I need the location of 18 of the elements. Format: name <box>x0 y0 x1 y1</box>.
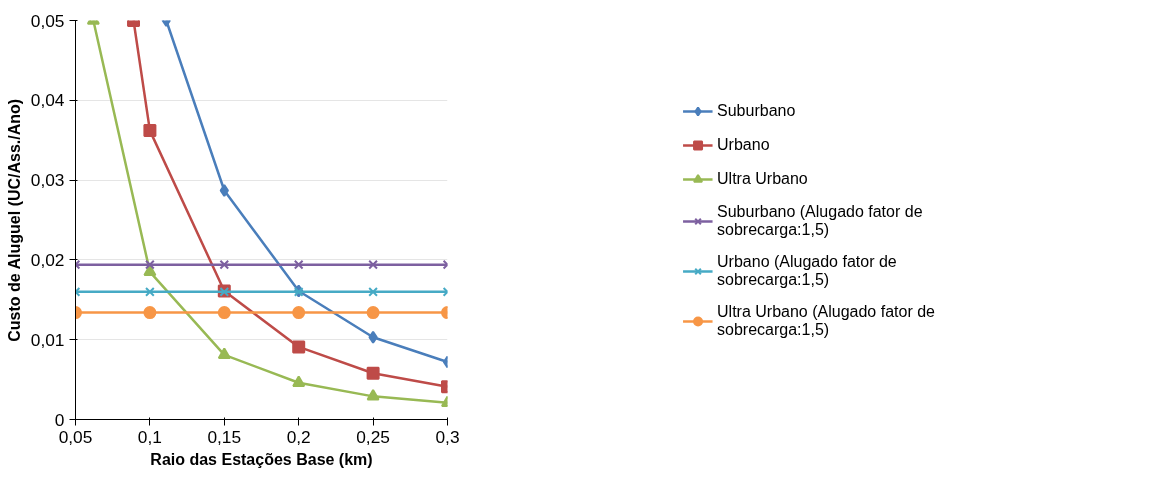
y-tick-label: 0,05 <box>30 10 65 31</box>
legend-label: Ultra Urbano <box>717 169 808 188</box>
y-tick-label: 0,01 <box>30 329 65 350</box>
legend-label: Urbano <box>717 135 770 154</box>
x-tick-label: 0,3 <box>435 426 460 447</box>
y-tick-label: 0,03 <box>30 170 65 191</box>
legend-label: Ultra Urbano (Alugado fator de sobrecarga:1,5) <box>717 302 935 339</box>
y-tick-label: 0,04 <box>30 90 65 111</box>
x-axis-title: Raio das Estações Base (km) <box>150 450 373 468</box>
y-axis-title: Custo de Aluguel (UC/Ass./Ano) <box>5 98 23 342</box>
y-tick-label: 0,02 <box>30 249 65 270</box>
x-tick-label: 0,2 <box>286 426 311 447</box>
legend-label: Suburbano <box>717 101 796 120</box>
x-tick-label: 0,1 <box>137 426 162 447</box>
legend-label: Urbano (Alugado fator de sobrecarga:1,5) <box>717 252 897 289</box>
x-tick-label: 0,25 <box>356 426 390 447</box>
legend-label: Suburbano (Alugado fator de sobrecarga:1,5) <box>717 202 923 239</box>
x-tick-label: 0,15 <box>207 426 242 447</box>
